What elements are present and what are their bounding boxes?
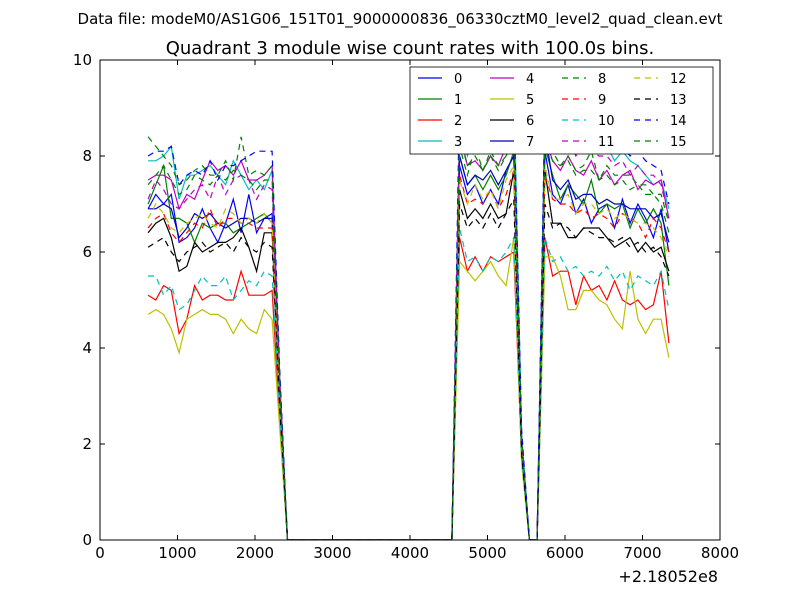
legend-label-10: 10 xyxy=(598,114,615,129)
y-tick-label: 8 xyxy=(82,147,92,165)
series-line-7 xyxy=(148,131,670,540)
legend-label-0: 0 xyxy=(454,72,462,87)
x-tick-label: 6000 xyxy=(546,544,584,562)
legend-label-11: 11 xyxy=(598,135,615,150)
legend-label-2: 2 xyxy=(454,114,462,129)
x-offset-label: +2.18052e8 xyxy=(618,567,718,586)
legend-label-8: 8 xyxy=(598,72,606,87)
x-tick-label: 2000 xyxy=(236,544,274,562)
legend-label-7: 7 xyxy=(526,135,534,150)
series-line-12 xyxy=(147,163,670,540)
legend-label-5: 5 xyxy=(526,93,534,108)
legend-label-15: 15 xyxy=(670,135,687,150)
y-tick-label: 6 xyxy=(82,243,92,261)
legend-label-3: 3 xyxy=(454,135,462,150)
series-line-8 xyxy=(147,127,670,540)
series-line-1 xyxy=(147,146,670,540)
legend-box xyxy=(409,66,714,155)
series-line-15 xyxy=(147,136,670,540)
legend-label-1: 1 xyxy=(454,93,462,108)
legend-label-12: 12 xyxy=(670,72,687,87)
series-line-10 xyxy=(148,227,670,540)
x-tick-label: 1000 xyxy=(158,544,196,562)
x-tick-label: 0 xyxy=(95,544,105,562)
series-line-9 xyxy=(147,170,670,540)
x-tick-label: 5000 xyxy=(468,544,506,562)
series-line-2 xyxy=(147,237,670,540)
x-tick-label: 7000 xyxy=(623,544,661,562)
x-tick-label: 4000 xyxy=(391,544,429,562)
y-tick-label: 4 xyxy=(82,339,92,357)
x-tick-label: 3000 xyxy=(313,544,351,562)
legend-label-14: 14 xyxy=(670,114,687,129)
y-tick-label: 0 xyxy=(82,531,92,549)
series-line-5 xyxy=(147,237,670,540)
series-line-6 xyxy=(147,170,670,540)
x-tick-label: 8000 xyxy=(701,544,739,562)
y-tick-label: 10 xyxy=(73,51,92,69)
y-tick-label: 2 xyxy=(82,435,92,453)
legend-label-4: 4 xyxy=(526,72,534,87)
legend-label-9: 9 xyxy=(598,93,606,108)
legend-label-13: 13 xyxy=(670,93,687,108)
series-line-11 xyxy=(147,112,670,540)
legend-label-6: 6 xyxy=(526,114,534,129)
chart-title: Quadrant 3 module wise count rates with … xyxy=(166,38,655,59)
figure-suptitle: Data file: modeM0/AS1G06_151T01_90000008… xyxy=(78,10,723,29)
